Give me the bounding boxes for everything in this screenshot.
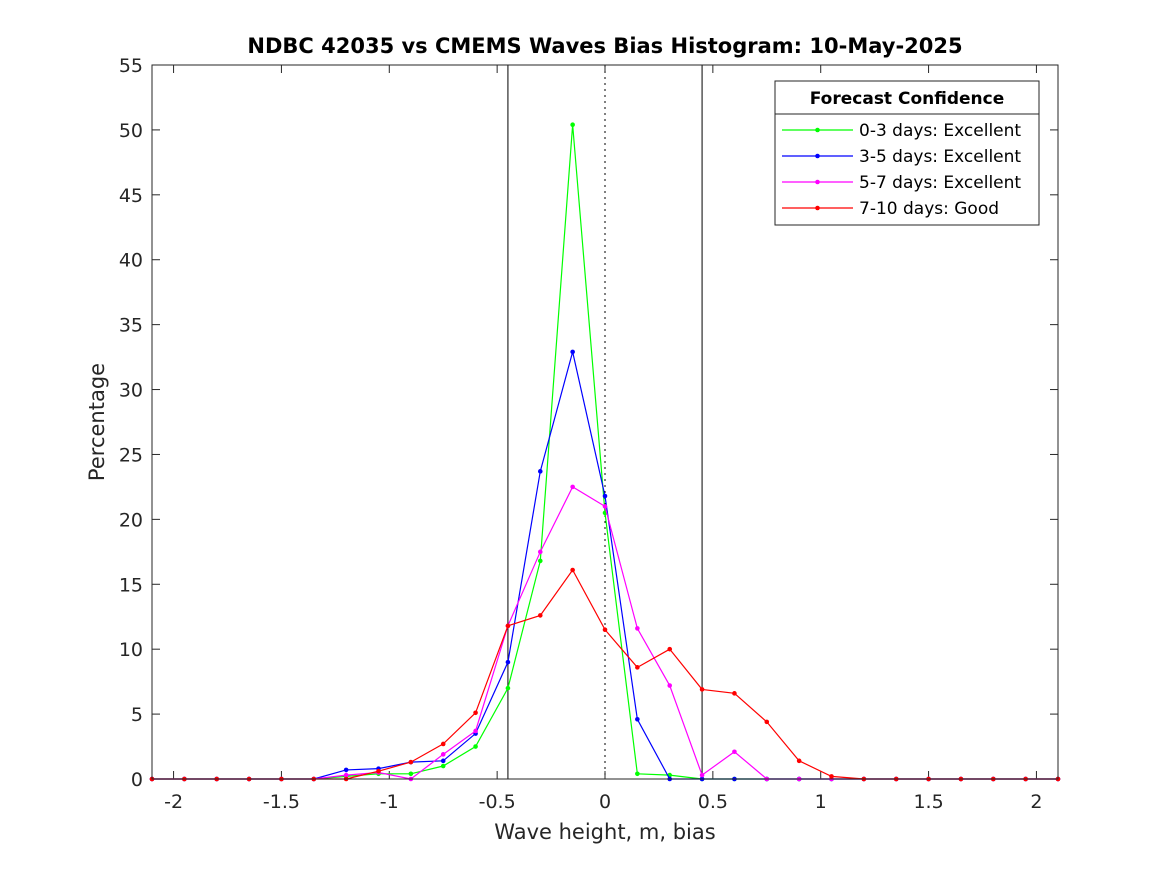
y-tick-label: 45 [119, 185, 143, 207]
series-4-point [408, 759, 414, 765]
y-tick-label: 10 [119, 639, 143, 661]
series-3-point [537, 549, 543, 555]
series-2-point [570, 349, 575, 355]
series-1-point [505, 685, 511, 691]
x-tick-label: -0.5 [479, 791, 516, 813]
y-tick-label: 40 [119, 250, 143, 272]
series-3-point [570, 484, 575, 490]
y-tick-label: 20 [119, 509, 143, 531]
legend-label-4: 7-10 days: Good [859, 199, 999, 219]
series-4-point [796, 758, 802, 764]
y-axis-title: Percentage [85, 363, 109, 481]
legend-title: Forecast Confidence [810, 89, 1005, 109]
series-4-point [602, 627, 608, 633]
series-2-point [440, 758, 446, 764]
y-tick-label: 5 [131, 704, 143, 726]
x-tick-label: 0 [599, 791, 611, 813]
chart-title: NDBC 42035 vs CMEMS Waves Bias Histogram… [247, 34, 962, 58]
y-tick-label: 50 [119, 120, 143, 142]
series-1-point [635, 771, 640, 777]
series-3-point [667, 683, 673, 688]
series-1-point [440, 763, 446, 769]
axes-frame [151, 64, 1059, 780]
series-3-point [473, 728, 478, 734]
series-1-point [537, 558, 543, 564]
x-axis-title: Wave height, m, bias [494, 820, 715, 844]
x-tick-label: 0.5 [698, 791, 728, 813]
series-2-point [537, 469, 543, 474]
series-2-point [505, 659, 511, 665]
y-tick-label: 30 [119, 380, 143, 402]
x-tick-label: 1.5 [913, 791, 943, 813]
series-4-point [732, 691, 737, 696]
y-tick-label: 35 [119, 315, 143, 337]
legend-label-2: 3-5 days: Excellent [859, 147, 1021, 167]
series-1-point [408, 771, 414, 777]
legend-marker-3 [815, 179, 820, 185]
x-tick-label: -1 [380, 791, 399, 813]
series-2-point [635, 716, 640, 722]
legend-label-1: 0-3 days: Excellent [859, 121, 1021, 141]
y-tick-label: 0 [131, 769, 143, 791]
series-2-point [602, 493, 608, 499]
legend-marker-4 [815, 205, 820, 211]
series-4-point [667, 646, 673, 652]
x-tick-label: 1 [815, 791, 827, 813]
series-4-point [505, 623, 511, 629]
y-tick-label: 25 [119, 444, 143, 466]
series-4-point [699, 687, 705, 692]
legend-label-3: 5-7 days: Excellent [859, 173, 1021, 193]
legend: Forecast Confidence 0-3 days: Excellent 3… [774, 80, 1040, 226]
y-tick-label: 15 [119, 574, 143, 596]
x-tick-label: -1.5 [263, 791, 300, 813]
series-4-point [829, 774, 834, 779]
series-4-point [440, 741, 446, 747]
x-tick-label: -2 [164, 791, 183, 813]
series-3-point [440, 752, 446, 757]
series-1-point [473, 744, 478, 749]
series-4-point [473, 710, 478, 716]
series-4-point [537, 613, 543, 618]
series-3-point [602, 504, 608, 509]
series-4-point [570, 567, 575, 573]
series-2-point [343, 767, 349, 773]
legend-marker-2 [815, 153, 820, 159]
series-4-point [376, 768, 381, 774]
legend-box [774, 80, 1040, 226]
series-3-point [699, 772, 705, 778]
legend-marker-1 [815, 127, 820, 133]
series-3-point [635, 626, 640, 631]
x-tick-label: 2 [1030, 791, 1042, 813]
series-1-point [570, 122, 575, 128]
series-4-point [764, 719, 770, 725]
series-4-point [635, 665, 640, 670]
y-tick-label: 55 [119, 55, 143, 77]
series-3-point [343, 772, 349, 778]
series-3-point [732, 749, 737, 755]
